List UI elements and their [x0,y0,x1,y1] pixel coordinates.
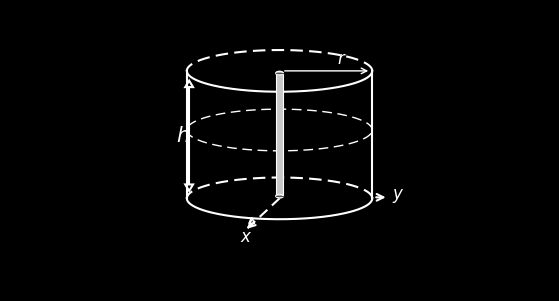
Text: $h$: $h$ [177,126,190,146]
Text: $x$: $x$ [240,229,252,246]
Text: $y$: $y$ [392,187,405,205]
Bar [276,73,283,196]
Polygon shape [276,71,283,75]
Text: $r$: $r$ [337,51,347,68]
Polygon shape [276,194,283,198]
